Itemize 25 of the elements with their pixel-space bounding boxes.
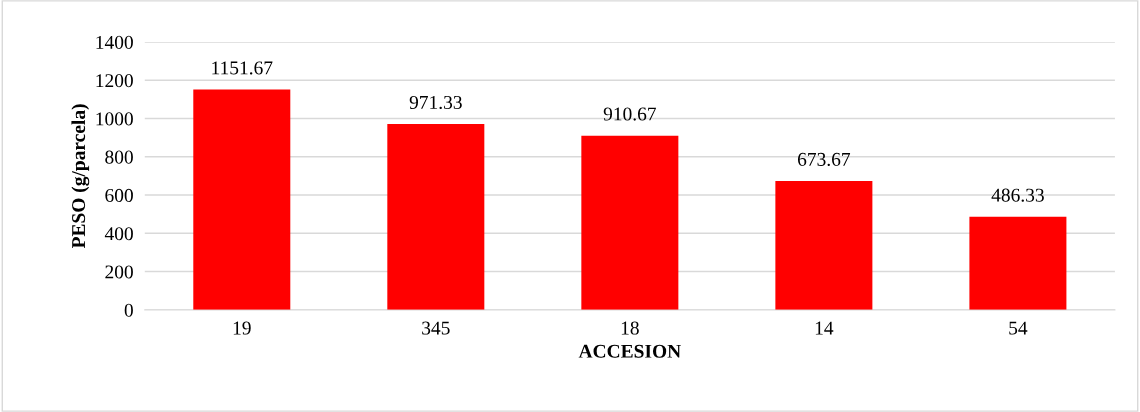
y-tick-label: 1000 — [96, 112, 133, 126]
y-tick-label: 1200 — [96, 74, 133, 88]
data-label: 673.67 — [797, 152, 851, 166]
y-tick-label: 800 — [105, 150, 133, 164]
x-tick-label: 18 — [621, 321, 639, 335]
data-label: 910.67 — [603, 107, 657, 121]
y-axis-title: PESO (g/parcela) — [71, 104, 90, 249]
x-axis-title: ACCESION — [578, 344, 681, 358]
bar — [581, 135, 679, 310]
data-label: 486.33 — [991, 188, 1044, 202]
bar — [387, 124, 485, 310]
y-tick-label: 0 — [124, 303, 133, 317]
x-tick-label: 54 — [1009, 321, 1028, 335]
bar — [193, 89, 291, 310]
x-tick-label: 19 — [233, 321, 251, 335]
bar — [775, 180, 873, 310]
y-tick-label: 200 — [105, 265, 133, 279]
y-tick-label: 1400 — [96, 35, 133, 49]
y-tick-label: 400 — [104, 227, 133, 241]
bar — [969, 216, 1067, 310]
x-tick-label: 345 — [422, 321, 450, 335]
y-tick-label: 600 — [105, 188, 133, 202]
x-tick-label: 14 — [815, 321, 834, 335]
data-label: 1151.67 — [212, 61, 273, 75]
data-label: 971.33 — [409, 95, 462, 110]
